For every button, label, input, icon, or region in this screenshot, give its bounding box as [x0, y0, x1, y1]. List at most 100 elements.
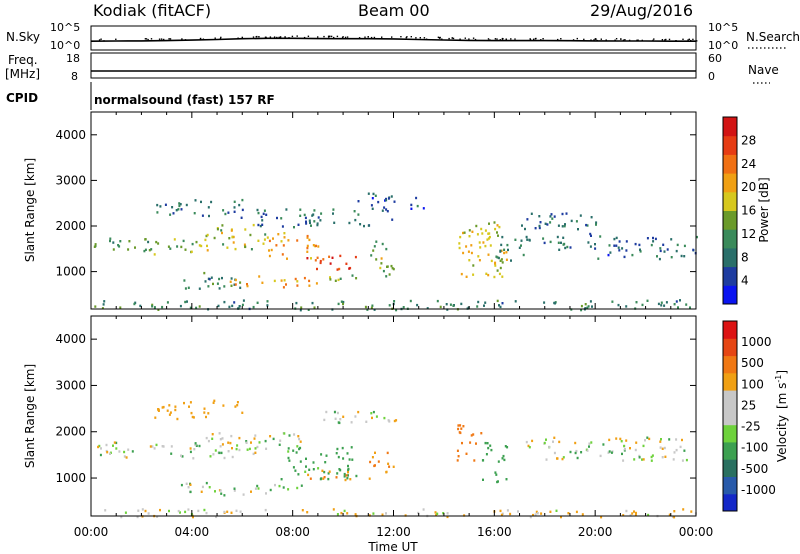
data-cell — [590, 216, 593, 219]
data-cell — [93, 245, 96, 248]
data-cell — [359, 223, 362, 226]
data-cell — [395, 308, 398, 312]
data-cell — [354, 415, 357, 418]
data-cell — [112, 444, 114, 447]
noise-search-dot — [595, 38, 597, 40]
data-cell — [278, 443, 281, 446]
data-cell — [231, 455, 234, 459]
data-cell — [490, 259, 493, 263]
data-cell — [220, 492, 223, 495]
noise-search-dot — [474, 38, 477, 41]
data-cell — [169, 411, 172, 414]
data-cell — [286, 257, 288, 260]
data-cell — [673, 451, 676, 454]
data-cell — [325, 454, 328, 457]
data-cell — [367, 224, 370, 227]
data-cell — [365, 420, 368, 423]
data-cell — [633, 458, 636, 461]
data-cell — [555, 509, 558, 512]
data-cell — [168, 404, 171, 407]
data-cell — [335, 476, 338, 479]
data-cell — [252, 452, 255, 456]
data-cell — [192, 457, 195, 460]
colorbar-tick-label: 20 — [741, 180, 756, 194]
data-cell — [599, 235, 602, 238]
data-cell — [227, 450, 230, 453]
data-cell — [348, 221, 351, 225]
data-cell — [594, 243, 596, 246]
data-cell — [673, 516, 676, 519]
data-cell — [184, 248, 187, 251]
data-cell — [276, 216, 278, 220]
noise-search-dot — [641, 39, 643, 42]
noise-search-dot — [502, 38, 504, 40]
colorbar-swatch — [723, 493, 737, 512]
data-cell — [244, 228, 247, 231]
data-cell — [486, 442, 489, 445]
data-cell — [564, 223, 566, 226]
data-cell — [99, 453, 102, 457]
data-cell — [94, 305, 97, 308]
data-cell — [222, 209, 225, 212]
data-cell — [469, 441, 472, 444]
noise-search-dot — [406, 36, 408, 38]
data-cell — [319, 261, 322, 265]
data-cell — [675, 300, 678, 303]
data-cell — [299, 440, 302, 443]
data-cell — [280, 279, 283, 282]
data-cell — [589, 300, 592, 303]
data-cell — [299, 214, 302, 217]
data-cell — [336, 447, 339, 451]
data-cell — [182, 239, 185, 243]
data-cell — [388, 304, 391, 307]
data-cell — [285, 283, 287, 286]
data-cell — [306, 511, 309, 514]
data-cell — [178, 204, 181, 208]
data-cell — [327, 472, 330, 475]
noise-search-dot — [158, 38, 161, 40]
y-tick-label: 4000 — [55, 332, 86, 346]
data-cell — [316, 222, 319, 225]
data-cell — [299, 460, 302, 463]
data-cell — [600, 516, 603, 519]
data-cell — [222, 404, 225, 407]
data-cell — [660, 301, 663, 304]
data-cell — [316, 256, 319, 259]
data-cell — [472, 433, 475, 436]
data-cell — [638, 456, 641, 459]
data-cell — [391, 267, 394, 270]
data-cell — [254, 451, 257, 454]
data-cell — [176, 417, 179, 421]
data-cell — [377, 200, 380, 204]
time-axis-label: Time UT — [367, 540, 418, 554]
data-cell — [250, 441, 252, 444]
data-cell — [317, 467, 320, 470]
data-cell — [393, 200, 396, 203]
data-cell — [120, 515, 123, 519]
beam-title: Beam 00 — [358, 1, 430, 20]
data-cell — [594, 247, 597, 250]
data-cell — [353, 210, 356, 213]
data-cell — [147, 240, 150, 244]
data-cell — [176, 245, 179, 248]
data-cell — [381, 209, 384, 212]
data-cell — [613, 237, 616, 241]
data-cell — [269, 435, 272, 438]
data-cell — [310, 257, 312, 260]
noise-search-dot — [505, 38, 507, 40]
time-tick-label: 20:00 — [578, 525, 613, 539]
noise-search-dot — [451, 37, 453, 39]
data-cell — [156, 211, 159, 214]
data-cell — [345, 474, 348, 477]
data-cell — [666, 248, 669, 251]
data-cell — [617, 246, 620, 249]
data-cell — [591, 305, 593, 308]
data-cell — [472, 273, 475, 276]
data-cell — [243, 243, 246, 246]
noise-search-dot — [489, 39, 491, 41]
data-cell — [489, 244, 492, 247]
data-cell — [98, 444, 101, 448]
data-cell — [211, 437, 214, 440]
noise-search-dot — [344, 36, 347, 39]
data-cell — [219, 445, 222, 448]
